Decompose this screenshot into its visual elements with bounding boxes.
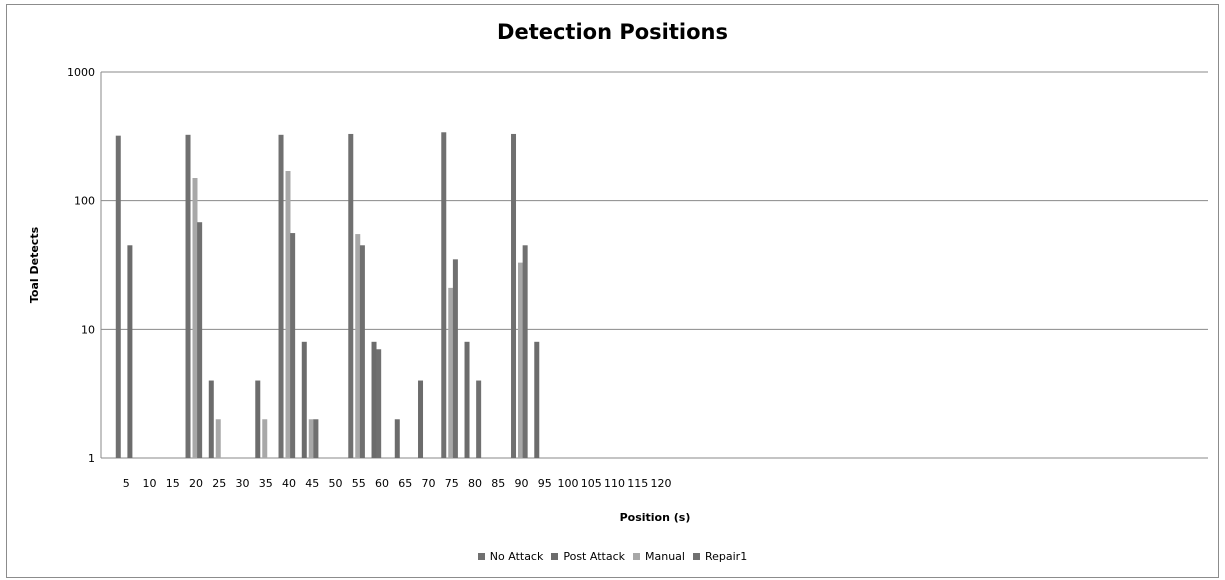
legend-label: Manual <box>645 550 685 563</box>
bar <box>192 178 198 459</box>
bar <box>522 245 528 458</box>
bar <box>278 134 284 459</box>
bar <box>301 341 307 458</box>
x-tick-label: 40 <box>282 477 296 490</box>
chart-title: Detection Positions <box>497 20 728 44</box>
legend-label: No Attack <box>489 550 544 563</box>
legend-label: Repair1 <box>704 550 748 563</box>
legend-item: Manual <box>633 550 685 563</box>
bar <box>115 135 121 458</box>
legend-swatch <box>551 553 559 560</box>
bar <box>394 419 400 458</box>
y-tick-label: 100 <box>74 195 95 208</box>
bar <box>464 341 470 458</box>
bar <box>448 287 454 458</box>
bar <box>355 234 361 458</box>
x-tick-label: 15 <box>166 477 180 490</box>
bar <box>452 259 458 458</box>
x-tick-label: 10 <box>143 477 157 490</box>
x-tick-label: 45 <box>305 477 319 490</box>
y-tick-label: 1 <box>88 452 95 465</box>
x-tick-label: 85 <box>491 477 505 490</box>
bar <box>262 419 268 458</box>
bar <box>518 262 523 458</box>
bar <box>348 133 354 458</box>
bar <box>285 171 291 459</box>
bar <box>185 134 191 459</box>
x-tick-label: 105 <box>581 477 602 490</box>
x-tick-label: 120 <box>651 477 672 490</box>
x-tick-label: 70 <box>422 477 436 490</box>
x-tick-label: 115 <box>627 477 648 490</box>
bar <box>255 380 261 458</box>
legend-swatch <box>633 553 640 560</box>
y-axis-title: Toal Detects <box>28 226 41 303</box>
x-tick-label: 50 <box>329 477 343 490</box>
x-tick-label: 25 <box>212 477 226 490</box>
bar <box>418 380 424 458</box>
legend-item: No Attack <box>477 550 544 563</box>
x-tick-label: 90 <box>515 477 529 490</box>
bar <box>476 380 482 458</box>
x-tick-label: 75 <box>445 477 459 490</box>
x-tick-label: 65 <box>398 477 412 490</box>
x-tick-label: 95 <box>538 477 552 490</box>
bar <box>308 419 314 458</box>
legend-item: Post Attack <box>551 550 625 563</box>
legend-item: Repair1 <box>692 550 748 563</box>
x-tick-label: 20 <box>189 477 203 490</box>
bar <box>511 133 517 458</box>
x-tick-label: 100 <box>558 477 579 490</box>
bar <box>290 233 296 458</box>
bar <box>127 245 133 458</box>
legend: No Attack Post Attack Manual Repair1 <box>0 550 1225 563</box>
legend-swatch <box>477 553 485 560</box>
y-tick-label: 10 <box>81 323 95 336</box>
x-tick-label: 35 <box>259 477 273 490</box>
x-tick-label: 30 <box>236 477 250 490</box>
y-tick-label: 1000 <box>67 66 95 79</box>
x-tick-label: 80 <box>468 477 482 490</box>
x-tick-label: 5 <box>123 477 130 490</box>
x-tick-label: 55 <box>352 477 366 490</box>
bar <box>359 245 365 458</box>
bar <box>313 419 319 458</box>
bar <box>376 349 382 458</box>
bar <box>441 132 447 458</box>
bar <box>197 222 203 458</box>
chart-frame <box>6 4 1219 578</box>
bar <box>215 419 221 458</box>
x-tick-label: 60 <box>375 477 389 490</box>
legend-swatch <box>692 553 700 560</box>
bar <box>208 380 214 458</box>
legend-label: Post Attack <box>563 550 625 563</box>
bar <box>371 341 377 458</box>
x-axis-title: Position (s) <box>620 511 691 524</box>
bar <box>534 341 540 458</box>
x-tick-label: 110 <box>604 477 625 490</box>
